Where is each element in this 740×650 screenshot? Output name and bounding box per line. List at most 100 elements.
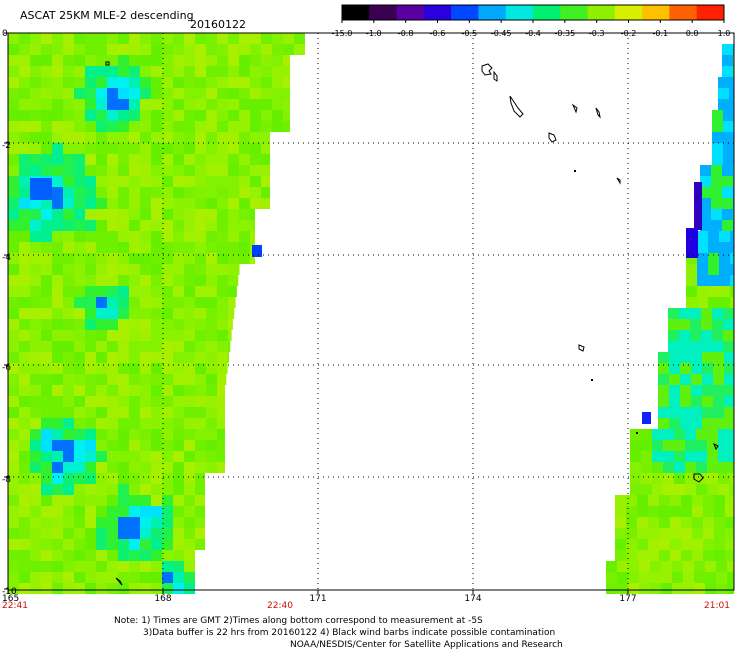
swath-pixel	[217, 66, 228, 77]
swath-pixel	[184, 407, 195, 418]
swath-pixel	[228, 165, 239, 176]
swath-pixel	[637, 539, 648, 550]
swath-pixel	[8, 528, 19, 539]
swath-pixel	[283, 77, 290, 88]
swath-pixel	[19, 99, 30, 110]
swath-pixel	[195, 363, 206, 374]
swath-pixel	[184, 231, 195, 242]
swath-pixel	[626, 495, 637, 506]
swath-pixel	[162, 55, 173, 66]
swath-pixel	[74, 209, 85, 220]
swath-pixel	[41, 572, 52, 583]
swath-pixel	[107, 440, 118, 451]
swath-pixel	[217, 176, 228, 187]
swath-pixel	[19, 462, 30, 473]
swath-pixel	[151, 506, 162, 517]
swath-pixel	[52, 352, 63, 363]
swath-pixel	[118, 528, 129, 539]
swath-pixel	[63, 319, 74, 330]
swath-pixel	[173, 550, 184, 561]
swath-pixel	[8, 352, 19, 363]
swath-pixel	[652, 473, 663, 484]
colorbar-label: -0.45	[491, 29, 512, 38]
swath-pixel	[691, 396, 702, 407]
swath-pixel	[85, 418, 96, 429]
swath-pixel	[41, 66, 52, 77]
swath-pixel	[107, 396, 118, 407]
swath-pixel	[184, 55, 195, 66]
swath-pixel	[19, 528, 30, 539]
swath-pixel	[670, 550, 681, 561]
swath-pixel	[184, 77, 195, 88]
swath-pixel	[162, 110, 173, 121]
swath-pixel	[107, 517, 118, 528]
swath-pixel	[184, 209, 195, 220]
swath-pixel	[85, 506, 96, 517]
swath-pixel	[173, 363, 184, 374]
swath-pixel	[162, 66, 173, 77]
swath-pixel	[151, 462, 162, 473]
swath-pixel	[708, 231, 719, 242]
swath-pixel	[195, 407, 206, 418]
swath-pixel	[173, 77, 184, 88]
x-tick-label: 168	[154, 594, 171, 604]
swath-pixel	[52, 341, 63, 352]
swath-pixel	[19, 264, 30, 275]
swath-pixel	[206, 253, 217, 264]
swath-pixel	[74, 440, 85, 451]
swath-pixel	[19, 143, 30, 154]
swath-pixel	[261, 99, 272, 110]
swath-pixel	[700, 209, 711, 220]
swath-pixel	[228, 77, 239, 88]
swath-pixel	[74, 341, 85, 352]
swath-pixel	[151, 253, 162, 264]
swath-pixel	[19, 275, 30, 286]
swath-pixel	[206, 330, 217, 341]
swath-pixel	[151, 396, 162, 407]
swath-pixel	[74, 330, 85, 341]
swath-pixel	[52, 407, 63, 418]
swath-pixel	[711, 187, 722, 198]
swath-pixel	[52, 330, 63, 341]
swath-pixel	[674, 440, 685, 451]
swath-pixel	[195, 506, 205, 517]
swath-pixel	[711, 165, 722, 176]
swath-pixel	[74, 165, 85, 176]
swath-pixel	[85, 429, 96, 440]
swath-pixel	[74, 231, 85, 242]
swath-pixel	[41, 561, 52, 572]
swath-pixel	[615, 495, 626, 506]
island-outline	[571, 103, 578, 114]
swath-pixel	[63, 517, 74, 528]
swath-pixel	[118, 77, 129, 88]
swath-pixel	[700, 165, 711, 176]
swath-pixel	[52, 495, 63, 506]
swath-pixel	[118, 198, 129, 209]
swath-pixel	[107, 352, 118, 363]
swath-pixel	[85, 209, 96, 220]
swath-pixel	[668, 330, 679, 341]
swath-pixel	[195, 473, 205, 484]
swath-pixel	[217, 44, 228, 55]
swath-pixel	[41, 528, 52, 539]
swath-pixel	[658, 418, 669, 429]
swath-pixel	[74, 374, 85, 385]
swath-pixel	[711, 198, 722, 209]
swath-pixel	[85, 319, 96, 330]
swath-pixel	[730, 264, 734, 275]
swath-pixel	[648, 506, 659, 517]
swath-pixel	[722, 44, 733, 55]
swath-pixel	[206, 429, 217, 440]
swath-pixel	[63, 187, 74, 198]
swath-pixel	[184, 165, 195, 176]
swath-pixel	[140, 374, 151, 385]
swath-pixel	[239, 44, 250, 55]
swath-pixel	[714, 506, 725, 517]
swath-pixel	[718, 440, 729, 451]
swath-pixel	[118, 286, 129, 297]
swath-pixel	[173, 341, 184, 352]
swath-pixel	[680, 407, 691, 418]
swath-pixel	[107, 561, 118, 572]
swath-pixel	[107, 308, 118, 319]
swath-pixel	[41, 495, 52, 506]
